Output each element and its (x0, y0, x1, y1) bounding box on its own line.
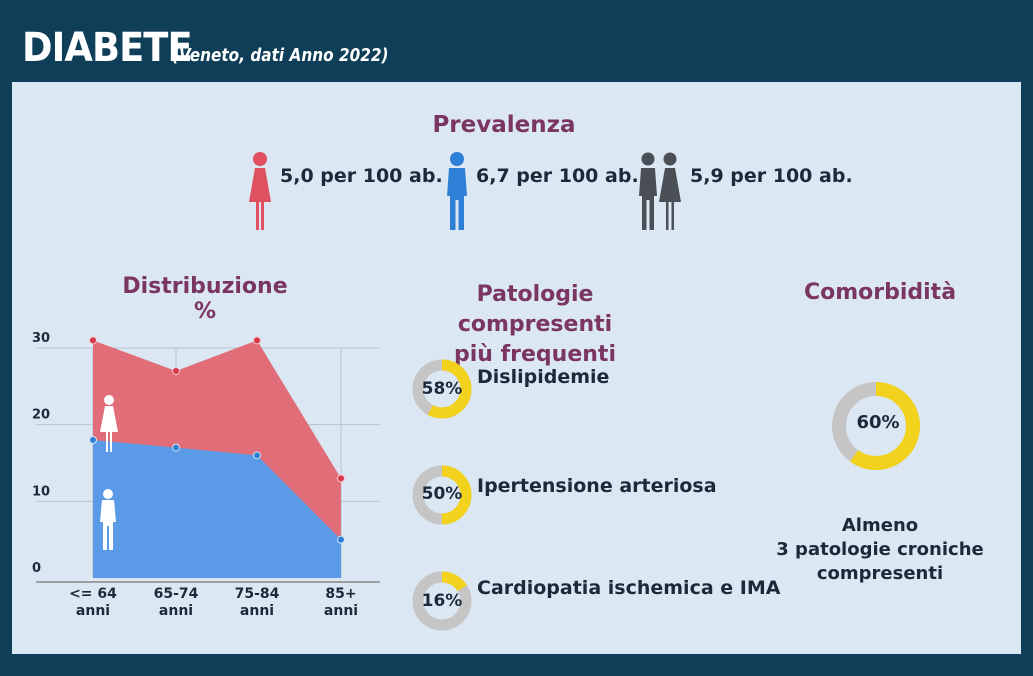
comorbidity-donut-3-fill (412, 571, 472, 631)
prevalence-title: Prevalenza (432, 112, 576, 138)
comorbidity-desc-line2: 3 patologie croniche (776, 539, 984, 560)
comorbidity-name-3: Cardiopatia ischemica e IMA (477, 577, 781, 599)
page-subtitle: (Veneto, dati Anno 2022) (172, 45, 389, 66)
y-tick-label: 0 (32, 561, 41, 576)
comorbidity-donut-2-fill (412, 465, 472, 525)
x-tick-label: anni (76, 603, 110, 619)
comorbidity-title: Comorbidità (803, 280, 957, 305)
female-point (253, 336, 261, 345)
y-tick-label: 20 (32, 408, 50, 423)
distribution-title: Distribuzione % (122, 274, 288, 324)
comorbidity-percent-2: 50% (421, 484, 463, 504)
x-tick-label: 75-84 (235, 586, 280, 602)
comorbidities-title: Patologie compresenti più frequenti (410, 280, 660, 370)
comorbidity-name-1: Dislipidemie (477, 366, 610, 388)
comorbidity-desc-line3: compresenti (816, 563, 944, 584)
comorbidity-percent-3: 16% (421, 591, 463, 611)
comorbidity-description: Almeno 3 patologie croniche compresenti (770, 514, 990, 586)
page-title: DIABETE (22, 25, 193, 71)
prevalence-total-value: 5,9 per 100 ab. (690, 165, 853, 187)
male-icon (100, 489, 116, 550)
female-icon (249, 152, 271, 230)
comorbidity-donut (832, 382, 920, 470)
male-point (253, 451, 261, 460)
prevalence-total: 5,9 per 100 ab. (638, 150, 853, 232)
male-point (172, 443, 180, 452)
comorbidity-desc-line1: Almeno (841, 515, 919, 536)
comorbidity-main-donut-fill (832, 382, 920, 470)
x-tick-label: 85+ (325, 586, 356, 602)
x-tick-label: anni (324, 603, 358, 619)
prevalence-male-value: 6,7 per 100 ab. (476, 165, 639, 187)
comorbidity-percent-1: 58% (421, 379, 463, 399)
x-tick-label: 65-74 (154, 586, 199, 602)
comorbidity-percent: 60% (856, 412, 900, 433)
comorbidities-donuts (412, 359, 472, 631)
female-icon (100, 395, 118, 452)
male-point (337, 535, 345, 544)
female-point (89, 336, 97, 345)
prevalence-male: 6,7 per 100 ab. (446, 150, 639, 232)
prevalence-female-value: 5,0 per 100 ab. (280, 165, 443, 187)
comorbidity-donut-1-fill (412, 359, 472, 419)
comorbidities-title-line1: Patologie compresenti (457, 282, 613, 337)
female-point (337, 474, 345, 483)
header: DIABETE (Veneto, dati Anno 2022) (0, 0, 1033, 82)
y-tick-label: 10 (32, 484, 50, 499)
male-icon (447, 152, 467, 230)
y-tick-label: 30 (32, 331, 50, 346)
female-point (172, 367, 180, 375)
male-area (93, 440, 341, 578)
x-tick-label: anni (159, 603, 193, 619)
couple-icon (639, 152, 681, 230)
x-tick-label: <= 64 (69, 586, 117, 602)
male-point (89, 436, 97, 444)
prevalence-female: 5,0 per 100 ab. (248, 150, 443, 232)
x-tick-label: anni (240, 603, 274, 619)
comorbidities-title-line2: più frequenti (453, 342, 616, 367)
comorbidity-name-2: Ipertensione arteriosa (477, 475, 717, 497)
